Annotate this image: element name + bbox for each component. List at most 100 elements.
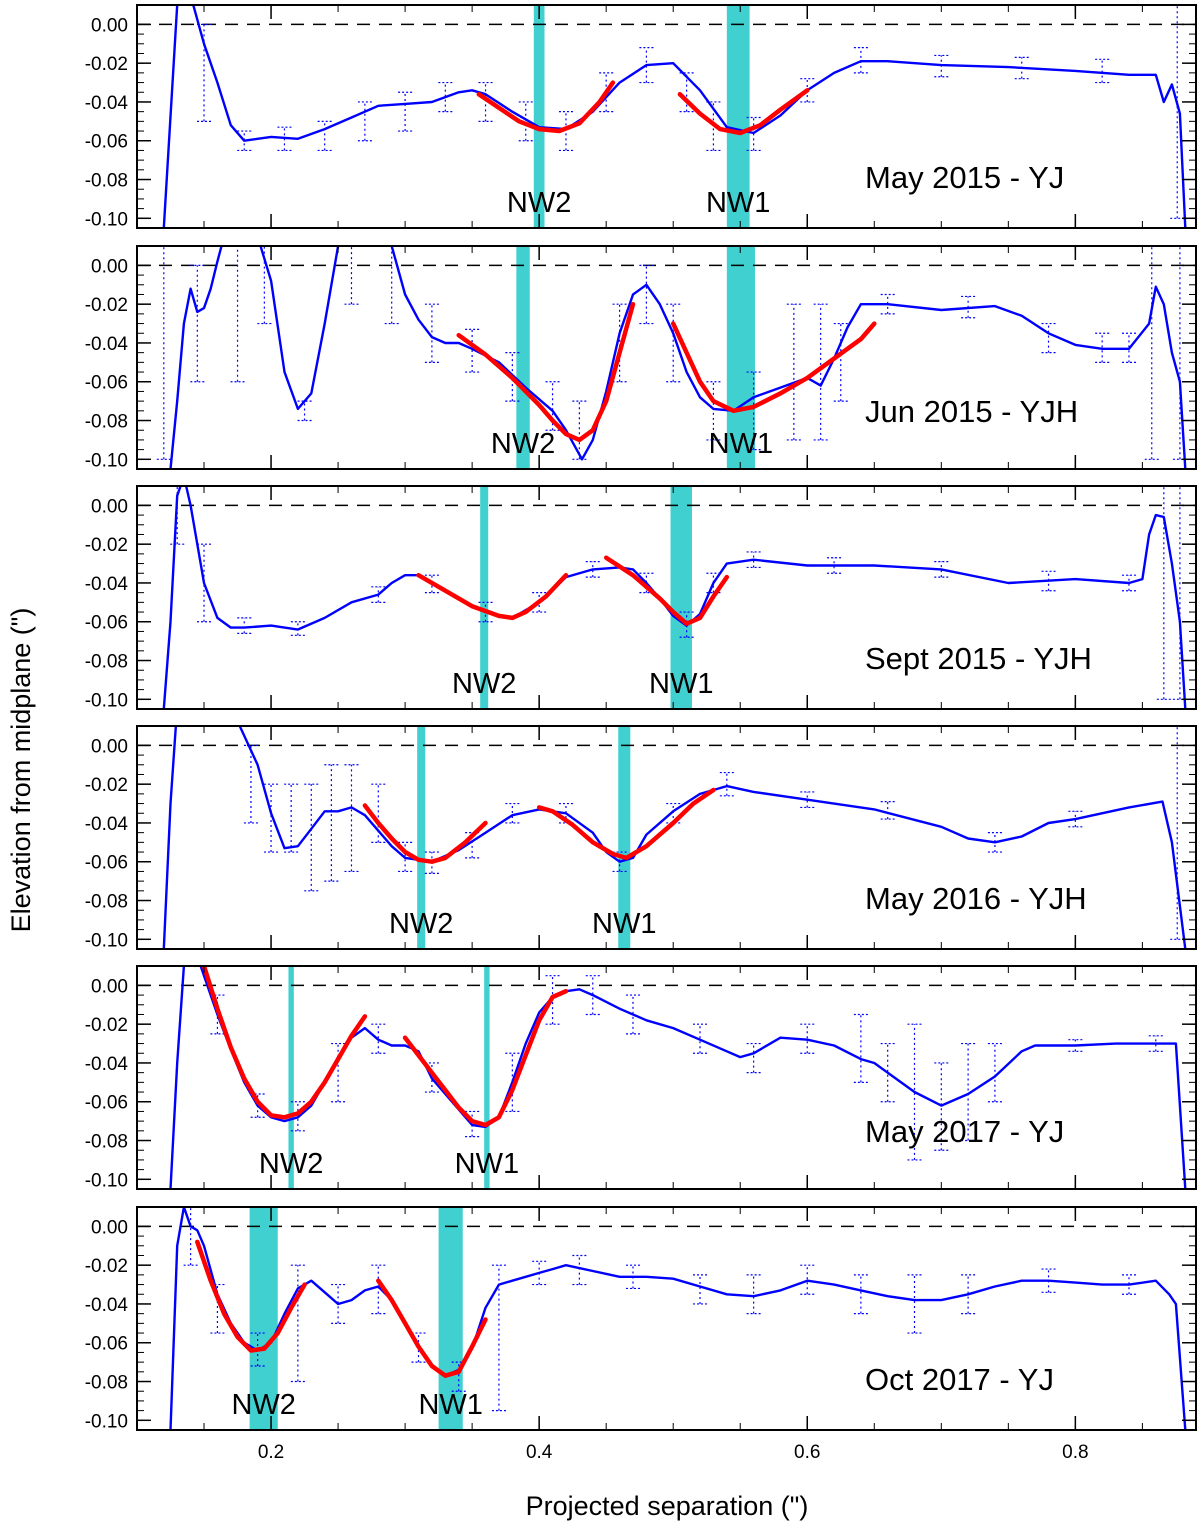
y-tick-label: 0.00 bbox=[91, 976, 128, 997]
fit-curve-1 bbox=[476, 80, 616, 134]
y-tick-label: -0.04 bbox=[85, 93, 129, 114]
fit-curve-2 bbox=[670, 321, 877, 414]
y-tick-label: -0.04 bbox=[85, 334, 129, 355]
y-tick-label: 0.00 bbox=[91, 15, 128, 36]
fit-curve-2 bbox=[536, 787, 716, 861]
feature-label-nw2: NW2 bbox=[452, 668, 516, 700]
panel-1: NW2 NW1 0.00 -0.02 -0.04 -0.06 -0.08 -0.10 May 2… bbox=[85, 4, 1197, 230]
y-tick-label: -0.04 bbox=[85, 1295, 129, 1316]
y-tick-label: -0.10 bbox=[85, 450, 128, 471]
feature-band-nw1 bbox=[670, 486, 692, 709]
y-tick-label: -0.06 bbox=[85, 132, 128, 153]
panel-frame bbox=[136, 725, 1197, 950]
y-tick-label: -0.08 bbox=[85, 171, 128, 192]
feature-label-nw1: NW1 bbox=[592, 908, 656, 940]
panel-frame bbox=[136, 485, 1197, 710]
fit-curve-1 bbox=[416, 572, 569, 621]
panel-6: NW2 NW1 0.00 -0.02 -0.04 -0.06 -0.08 -0.10 Oct 2… bbox=[85, 1206, 1197, 1432]
y-tick-label: -0.10 bbox=[85, 1411, 128, 1432]
fit-curve-2 bbox=[603, 555, 730, 626]
y-tick-label: -0.02 bbox=[85, 1256, 128, 1277]
feature-band-nw2 bbox=[417, 726, 426, 949]
panel-5: NW2 NW1 0.00 -0.02 -0.04 -0.06 -0.08 -0.10 May 2… bbox=[85, 965, 1197, 1191]
panel-plot-area bbox=[137, 246, 1196, 469]
feature-band-nw1 bbox=[438, 1207, 463, 1430]
fit-curve-1 bbox=[195, 1239, 307, 1353]
x-axis-title: Projected separation (") bbox=[526, 1491, 809, 1521]
feature-label-nw1: NW1 bbox=[418, 1389, 482, 1421]
y-tick-label: -0.02 bbox=[85, 1015, 128, 1036]
panel-3: NW2 NW1 0.00 -0.02 -0.04 -0.06 -0.08 -0.10 Sept … bbox=[85, 485, 1197, 711]
y-tick-label: -0.06 bbox=[85, 373, 128, 394]
panel-frame bbox=[136, 4, 1197, 229]
y-tick-label: -0.08 bbox=[85, 412, 128, 433]
y-tick-label: -0.02 bbox=[85, 775, 128, 796]
feature-band-nw1 bbox=[726, 246, 755, 469]
y-tick-label: 0.00 bbox=[91, 1217, 128, 1238]
y-tick-label: 0.00 bbox=[91, 496, 128, 517]
panel-epoch-label: May 2017 - YJ bbox=[865, 1114, 1064, 1149]
y-tick-label: -0.06 bbox=[85, 853, 128, 874]
y-tick-label: -0.02 bbox=[85, 535, 128, 556]
panel-plot-area bbox=[137, 966, 1196, 1189]
elevation-series bbox=[169, 246, 1187, 469]
fit-curve-2 bbox=[402, 988, 569, 1128]
panel-epoch-label: Sept 2015 - YJH bbox=[865, 641, 1092, 676]
feature-label-nw2: NW2 bbox=[507, 187, 571, 219]
panel-epoch-label: May 2015 - YJ bbox=[865, 160, 1064, 195]
panel-frame bbox=[136, 965, 1197, 1190]
y-tick-label: -0.02 bbox=[85, 54, 128, 75]
panel-epoch-label: May 2016 - YJH bbox=[865, 881, 1087, 916]
feature-label-nw1: NW1 bbox=[455, 1148, 519, 1180]
panel-plot-area bbox=[137, 1207, 1196, 1430]
y-tick-label: -0.06 bbox=[85, 1093, 128, 1114]
feature-label-nw2: NW2 bbox=[259, 1148, 323, 1180]
fit-curve-1 bbox=[362, 803, 488, 864]
y-tick-label: -0.06 bbox=[85, 1334, 128, 1355]
y-tick-label: -0.10 bbox=[85, 690, 128, 711]
y-tick-label: -0.04 bbox=[85, 1054, 129, 1075]
y-tick-label: -0.04 bbox=[85, 574, 129, 595]
panel-4: NW2 NW1 0.00 -0.02 -0.04 -0.06 -0.08 -0.10 May 2… bbox=[85, 725, 1197, 951]
feature-band-nw1 bbox=[618, 726, 631, 949]
x-tick-label: 0.8 bbox=[1062, 1442, 1088, 1463]
panel-frame bbox=[136, 245, 1197, 470]
fit-curve-1 bbox=[456, 301, 636, 443]
y-tick-label: -0.08 bbox=[85, 652, 128, 673]
fit-curve-1 bbox=[201, 966, 368, 1120]
y-tick-label: -0.10 bbox=[85, 1170, 128, 1191]
x-tick-label: 0.4 bbox=[526, 1442, 553, 1463]
feature-band-nw2 bbox=[480, 486, 489, 709]
y-tick-label: -0.10 bbox=[85, 209, 128, 230]
y-tick-label: 0.00 bbox=[91, 736, 128, 757]
feature-label-nw2: NW2 bbox=[231, 1389, 295, 1421]
y-tick-label: 0.00 bbox=[91, 256, 128, 277]
feature-label-nw1: NW1 bbox=[706, 187, 770, 219]
feature-label-nw1: NW1 bbox=[649, 668, 713, 700]
feature-label-nw1: NW1 bbox=[709, 428, 773, 460]
feature-band-nw2 bbox=[533, 5, 545, 228]
x-tick-label: 0.6 bbox=[794, 1442, 820, 1463]
y-tick-label: -0.04 bbox=[85, 814, 129, 835]
feature-label-nw2: NW2 bbox=[389, 908, 453, 940]
panel-epoch-label: Jun 2015 - YJH bbox=[865, 394, 1078, 429]
feature-band-nw2 bbox=[288, 966, 294, 1189]
feature-band-nw1 bbox=[726, 5, 750, 228]
panel-plot-area bbox=[137, 486, 1196, 709]
feature-band-nw1 bbox=[484, 966, 490, 1189]
y-tick-label: -0.06 bbox=[85, 613, 128, 634]
y-tick-label: -0.08 bbox=[85, 892, 128, 913]
feature-label-nw2: NW2 bbox=[491, 428, 555, 460]
y-tick-label: -0.08 bbox=[85, 1132, 128, 1153]
fit-curve-2 bbox=[677, 88, 810, 136]
y-tick-label: -0.02 bbox=[85, 295, 128, 316]
elevation-series bbox=[162, 486, 1187, 709]
y-tick-label: -0.08 bbox=[85, 1373, 128, 1394]
panel-epoch-label: Oct 2017 - YJ bbox=[865, 1362, 1054, 1397]
y-tick-label: -0.10 bbox=[85, 930, 128, 951]
y-axis-title: Elevation from midplane (") bbox=[6, 608, 36, 933]
panel-plot-area bbox=[137, 5, 1196, 228]
panel-frame bbox=[136, 1206, 1197, 1431]
x-tick-label: 0.2 bbox=[258, 1442, 284, 1463]
